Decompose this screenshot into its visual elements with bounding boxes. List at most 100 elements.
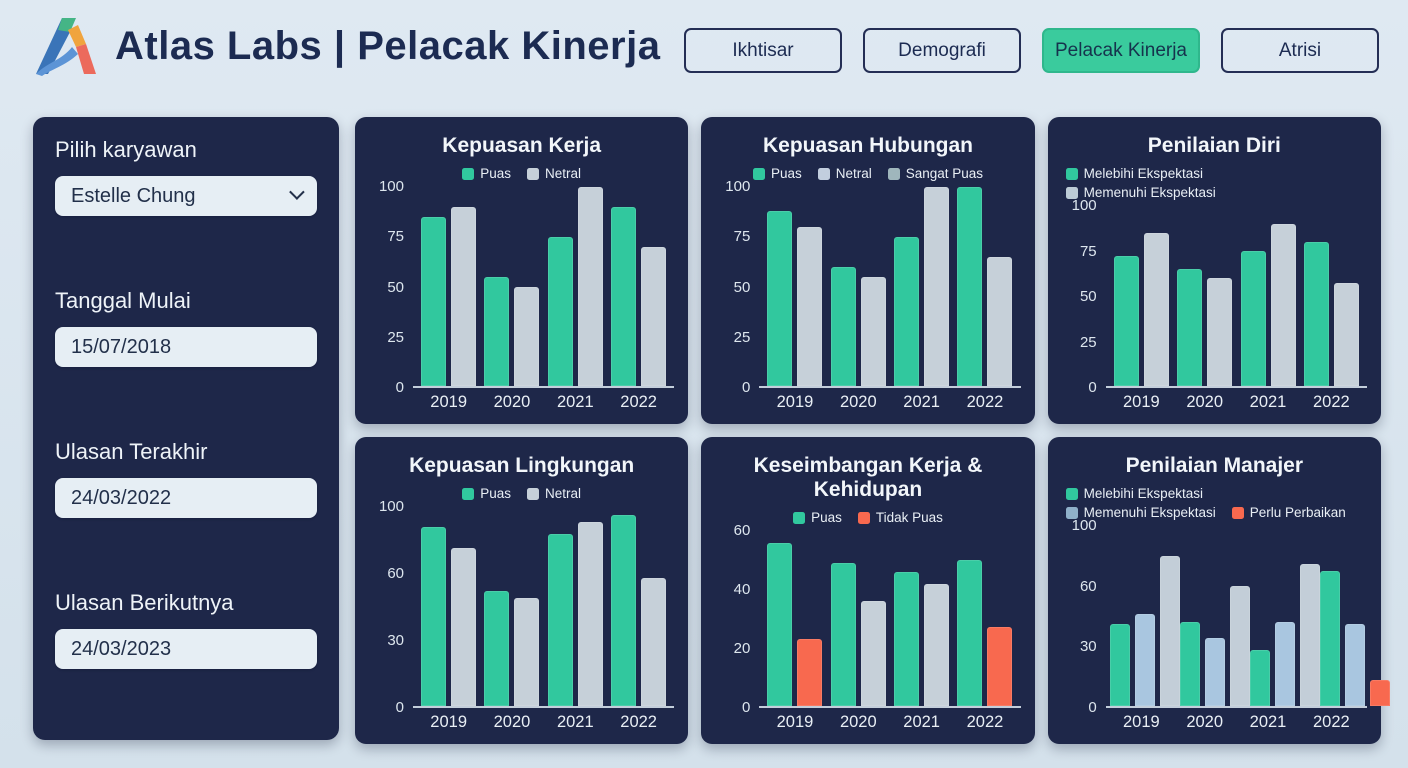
bar-tidak-puas-2020[interactable] (860, 601, 886, 706)
bar-memenuhi-ekspektasi-2022[interactable] (1333, 283, 1359, 386)
bar-puas-2021[interactable] (547, 236, 573, 386)
legend-memenuhi-ekspektasi[interactable]: Memenuhi Ekspektasi (1065, 505, 1216, 520)
bar-group-2021 (544, 507, 607, 706)
legend-melebihi-ekspektasi[interactable]: Melebihi Ekspektasi (1065, 166, 1203, 181)
bar-melebihi-ekspektasi-2021[interactable] (1249, 650, 1270, 706)
x-tick-2020: 2020 (493, 393, 531, 411)
bar-perlu-perbaikan-2019[interactable] (1159, 556, 1180, 706)
bar-puas-2019[interactable] (767, 210, 793, 386)
bar-group-2022 (953, 187, 1016, 386)
bar-netral-2019[interactable] (451, 206, 477, 386)
bar-puas-2020[interactable] (484, 591, 510, 706)
legend-puas[interactable]: Puas (793, 510, 842, 525)
bar-puas-2020[interactable] (830, 563, 856, 706)
chart-card-kepuasan-lingkungan: Kepuasan Lingkungan Puas Netral 0 30 60 100 201… (355, 437, 689, 744)
bar-netral-2019[interactable] (797, 226, 823, 386)
x-tick-2022: 2022 (1313, 393, 1350, 411)
bar-puas-2022[interactable] (957, 187, 983, 386)
x-tick-2020: 2020 (493, 713, 531, 731)
nav-pelacak-kinerja[interactable]: Pelacak Kinerja (1042, 28, 1200, 73)
bar-memenuhi-ekspektasi-2020[interactable] (1207, 278, 1233, 386)
y-tick-100: 100 (725, 178, 751, 195)
nav-atrisi[interactable]: Atrisi (1221, 28, 1379, 73)
bar-tidak-puas-2019[interactable] (797, 638, 823, 706)
bar-perlu-perbaikan-2020[interactable] (1229, 586, 1250, 706)
legend-label-perlu-perbaikan: Perlu Perbaikan (1249, 505, 1346, 520)
legend-netral[interactable]: Netral (527, 486, 581, 501)
x-tick-2022: 2022 (1313, 713, 1350, 731)
legend-puas[interactable]: Puas (752, 166, 802, 181)
bar-tidak-puas-2022[interactable] (987, 627, 1013, 706)
bar-melebihi-ekspektasi-2019[interactable] (1109, 624, 1130, 706)
legend-tidak-puas[interactable]: Tidak Puas (857, 510, 943, 525)
bar-puas-2020[interactable] (830, 266, 856, 386)
bar-memenuhi-ekspektasi-2019[interactable] (1134, 614, 1155, 706)
bar-netral-2021[interactable] (577, 521, 603, 706)
legend-perlu-perbaikan[interactable]: Perlu Perbaikan (1231, 505, 1346, 520)
legend-swatch-melebihi-ekspektasi (1065, 487, 1078, 500)
bar-melebihi-ekspektasi-2021[interactable] (1240, 251, 1266, 386)
bar-netral-2021[interactable] (924, 187, 950, 386)
bar-netral-2019[interactable] (451, 548, 477, 706)
nav-demografi[interactable]: Demografi (863, 28, 1021, 73)
bar-netral-2022[interactable] (641, 577, 667, 706)
bar-memenuhi-ekspektasi-2022[interactable] (1344, 624, 1365, 706)
tanggal-mulai-input[interactable]: 15/07/2018 (55, 327, 317, 367)
bar-memenuhi-ekspektasi-2019[interactable] (1143, 233, 1169, 386)
legend-swatch-puas (793, 511, 806, 524)
bar-puas-2021[interactable] (894, 571, 920, 706)
bar-perlu-perbaikan-2021[interactable] (1299, 563, 1320, 706)
bars-penilaian-manajer (1105, 526, 1390, 708)
bar-netral-2020[interactable] (514, 286, 540, 386)
y-axis-kepuasan-lingkungan: 0 30 60 100 (369, 498, 413, 716)
bar-melebihi-ekspektasi-2022[interactable] (1303, 242, 1329, 386)
bar-perlu-perbaikan-2022[interactable] (1369, 680, 1390, 706)
bar-netral-2021[interactable] (577, 187, 603, 386)
bar-melebihi-ekspektasi-2022[interactable] (1319, 571, 1340, 706)
legend-puas[interactable]: Puas (462, 166, 511, 181)
bar-memenuhi-ekspektasi-2020[interactable] (1204, 638, 1225, 706)
legend-netral[interactable]: Netral (817, 166, 872, 181)
x-labels-keseimbangan-kerja-kehidupan: 2019 2020 2021 2022 (759, 708, 1020, 732)
x-labels-kepuasan-lingkungan: 2019 2020 2021 2022 (413, 708, 674, 732)
y-axis-kepuasan-kerja: 0 25 50 75 100 (369, 178, 413, 396)
bars-kepuasan-lingkungan (413, 507, 675, 708)
legend-memenuhi-ekspektasi[interactable]: Memenuhi Ekspektasi (1065, 185, 1216, 200)
legend-sangat-puas[interactable]: Sangat Puas (887, 166, 983, 181)
bar-netral-2020[interactable] (860, 276, 886, 386)
bar-puas-2022[interactable] (957, 560, 983, 706)
bar-puas-2019[interactable] (421, 526, 447, 706)
bar-group-2019 (763, 187, 826, 386)
legend-puas[interactable]: Puas (462, 486, 511, 501)
legend-swatch-melebihi-ekspektasi (1065, 167, 1078, 180)
bar-puas-2019[interactable] (767, 542, 793, 706)
bar-group-2020 (1179, 526, 1250, 706)
legend-netral[interactable]: Netral (527, 166, 581, 181)
employee-select-value: Estelle Chung (71, 184, 196, 207)
bar-netral-2022[interactable] (641, 246, 667, 386)
bar-puas-2019[interactable] (421, 216, 447, 386)
bar-puas-2020[interactable] (484, 276, 510, 386)
legend-penilaian-manajer: Melebihi Ekspektasi Memenuhi Ekspektasi Pe… (1065, 486, 1363, 520)
employee-select[interactable]: Estelle Chung (55, 176, 317, 216)
y-axis-penilaian-diri: 0 25 50 75 100 (1062, 197, 1106, 396)
brand: Atlas Labs | Pelacak Kinerja (33, 14, 660, 78)
bar-puas-2022[interactable] (611, 206, 637, 386)
nav-ikhtisar[interactable]: Ikhtisar (684, 28, 842, 73)
bar-puas-2021[interactable] (894, 236, 920, 386)
bar-memenuhi-ekspektasi-2021[interactable] (1270, 224, 1296, 386)
bar-group-2022 (1300, 206, 1363, 386)
bar-netral-2020[interactable] (514, 597, 540, 706)
legend-melebihi-ekspektasi[interactable]: Melebihi Ekspektasi (1065, 486, 1203, 501)
bar-melebihi-ekspektasi-2020[interactable] (1177, 269, 1203, 386)
chart-card-kepuasan-kerja: Kepuasan Kerja Puas Netral 0 25 50 75 100 2019 20… (355, 117, 689, 424)
bar-tidak-puas-2021[interactable] (924, 583, 950, 706)
bar-memenuhi-ekspektasi-2021[interactable] (1274, 622, 1295, 706)
bar-puas-2021[interactable] (547, 533, 573, 706)
bar-netral-2022[interactable] (987, 256, 1013, 386)
ulasan-berikutnya-input[interactable]: 24/03/2023 (55, 629, 317, 669)
bar-puas-2022[interactable] (611, 515, 637, 706)
bar-melebihi-ekspektasi-2020[interactable] (1179, 622, 1200, 706)
ulasan-terakhir-input[interactable]: 24/03/2022 (55, 478, 317, 518)
bar-melebihi-ekspektasi-2019[interactable] (1113, 256, 1139, 386)
